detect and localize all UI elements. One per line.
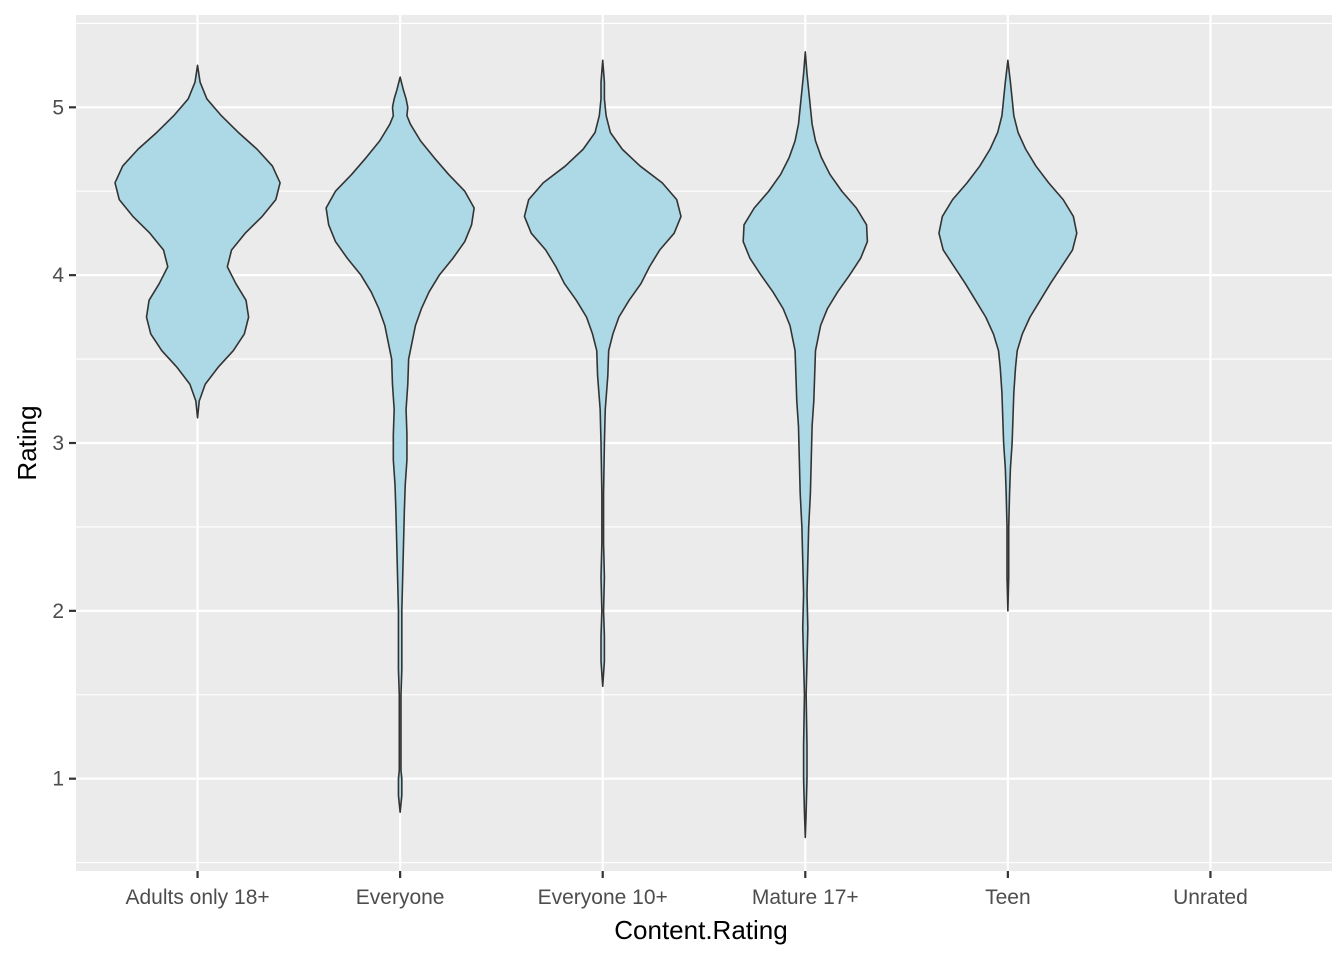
- y-axis: 1 2 3 4 5: [52, 96, 76, 791]
- y-axis-title: Rating: [12, 405, 42, 480]
- y-tick-label: 2: [52, 600, 64, 623]
- violin-teen: [938, 59, 1078, 612]
- violin-adults-only-18: [114, 64, 281, 419]
- x-tick-label: Everyone: [356, 886, 445, 909]
- x-tick-label: Everyone 10+: [538, 886, 668, 909]
- x-tick-label: Adults only 18+: [125, 886, 269, 909]
- violin-everyone-10: [523, 59, 682, 688]
- y-tick-label: 5: [52, 96, 64, 119]
- violin-mature-17: [742, 51, 869, 839]
- y-tick-label: 1: [52, 768, 64, 791]
- x-tick-label: Unrated: [1173, 886, 1248, 909]
- x-tick-label: Teen: [985, 886, 1031, 909]
- x-axis-title: Content.Rating: [614, 915, 787, 945]
- y-tick-label: 3: [52, 432, 64, 455]
- x-tick-label: Mature 17+: [752, 886, 859, 909]
- minor-gridlines: [76, 22, 1332, 864]
- x-axis: Adults only 18+ Everyone Everyone 10+ Matur…: [125, 871, 1248, 909]
- violins-layer: [114, 51, 1078, 839]
- violin-everyone: [325, 76, 475, 814]
- y-tick-label: 4: [52, 264, 64, 287]
